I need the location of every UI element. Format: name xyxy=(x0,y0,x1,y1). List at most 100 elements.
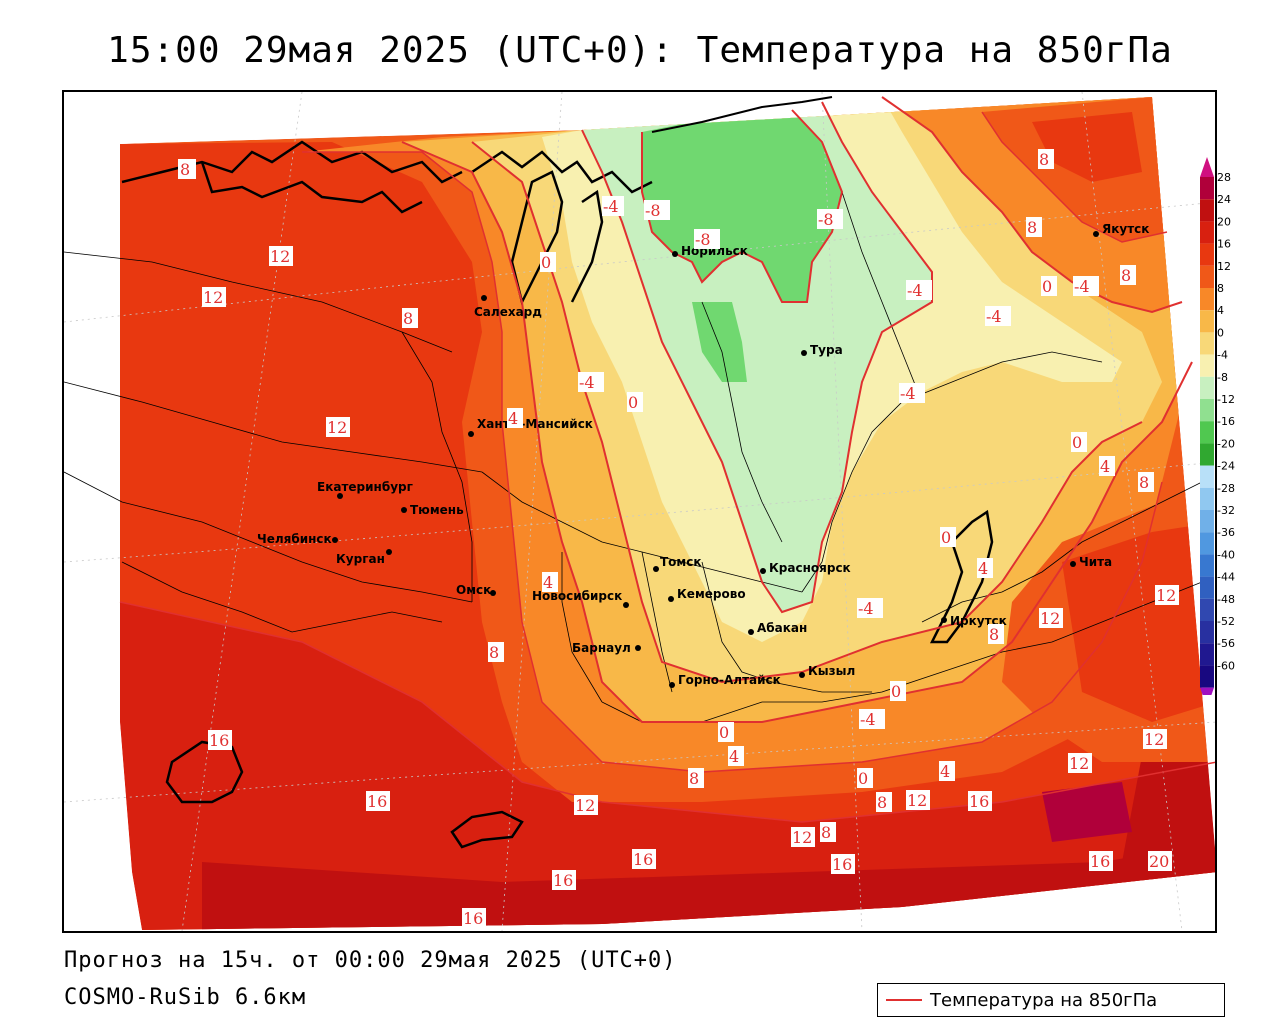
isotherm-label: 0 xyxy=(890,681,906,701)
colorbar-swatch xyxy=(1200,554,1214,577)
svg-text:0: 0 xyxy=(541,253,551,272)
isotherm-label: 8 xyxy=(820,822,836,842)
forecast-info: Прогноз на 15ч. от 00:00 29мая 2025 (UTC… xyxy=(64,948,677,973)
colorbar-tick-label: -12 xyxy=(1217,393,1235,406)
isotherm-label: 16 xyxy=(831,854,855,874)
isotherm-label: 4 xyxy=(939,761,955,781)
svg-text:8: 8 xyxy=(689,769,699,788)
isotherm-label: 8 xyxy=(402,308,418,328)
colorbar-swatch xyxy=(1200,665,1214,688)
city-barnaul[interactable]: Барнаул xyxy=(572,641,641,655)
isotherm-label: 0 xyxy=(718,722,734,742)
colorbar-tick-label: -44 xyxy=(1217,571,1235,584)
isotherms xyxy=(119,96,1215,823)
colorbar-swatch xyxy=(1200,465,1214,488)
colorbar-tick-label: 12 xyxy=(1217,260,1231,273)
city-yakutsk[interactable]: Якутск xyxy=(1093,222,1149,237)
colorbar-tick-label: 16 xyxy=(1217,238,1231,251)
city-krasnoyarsk[interactable]: Красноярск xyxy=(760,561,851,575)
isotherm-label: -4 xyxy=(578,372,604,392)
colorbar-tick-label: 4 xyxy=(1217,304,1224,317)
svg-text:8: 8 xyxy=(989,625,999,644)
svg-text:Омск: Омск xyxy=(456,583,491,597)
city-tura[interactable]: Тура xyxy=(801,343,843,357)
isotherm-label: 8 xyxy=(1138,472,1154,492)
colorbar-swatch xyxy=(1200,532,1214,555)
colorbar-swatch xyxy=(1200,399,1214,422)
colorbar-tick-label: 20 xyxy=(1217,215,1231,228)
isotherm-label: 8 xyxy=(1038,149,1054,169)
isotherm-label: 4 xyxy=(542,572,558,592)
svg-text:Горно-Алтайск: Горно-Алтайск xyxy=(678,673,781,687)
svg-text:Ханты-Мансийск: Ханты-Мансийск xyxy=(477,417,593,431)
colorbar-swatch xyxy=(1200,310,1214,333)
svg-text:8: 8 xyxy=(403,309,413,328)
city-salekhard[interactable]: Салехард xyxy=(474,295,542,319)
isotherm-label: 0 xyxy=(1071,432,1087,452)
isotherm-label: 8 xyxy=(488,642,504,662)
city-omsk[interactable]: Омск xyxy=(456,583,496,597)
svg-text:12: 12 xyxy=(907,791,927,810)
isotherm-label: 8 xyxy=(876,792,892,812)
svg-text:Челябинск: Челябинск xyxy=(257,532,332,546)
svg-text:Новосибирск: Новосибирск xyxy=(532,589,622,603)
city-chita[interactable]: Чита xyxy=(1070,555,1112,569)
isotherm-label: -4 xyxy=(859,709,885,729)
isotherm-label: 16 xyxy=(968,791,992,811)
svg-text:16: 16 xyxy=(633,850,653,869)
svg-text:8: 8 xyxy=(1139,473,1149,492)
svg-text:12: 12 xyxy=(327,418,347,437)
isotherm-label: 0 xyxy=(940,527,956,547)
city-kyzyl[interactable]: Кызыл xyxy=(799,664,855,678)
city-yekaterinburg[interactable]: Екатеринбург xyxy=(317,480,413,499)
colorbar-swatch xyxy=(1200,221,1214,244)
svg-text:12: 12 xyxy=(1144,730,1164,749)
colorbar-tick-label: 0 xyxy=(1217,326,1224,339)
svg-text:-4: -4 xyxy=(860,710,876,729)
isotherm-label: 4 xyxy=(507,408,523,428)
isotherm-label: 12 xyxy=(269,246,293,266)
city-chelyabinsk[interactable]: Челябинск xyxy=(257,532,338,546)
city-gorno-altaysk[interactable]: Горно-Алтайск xyxy=(669,673,781,688)
svg-text:Барнаул: Барнаул xyxy=(572,641,631,655)
isotherm-label: 12 xyxy=(574,795,598,815)
colorbar-swatch xyxy=(1200,421,1214,444)
isotherm-label: 8 xyxy=(1026,217,1042,237)
isotherm-label: 12 xyxy=(1143,729,1167,749)
svg-text:Кызыл: Кызыл xyxy=(808,664,855,678)
svg-text:-8: -8 xyxy=(818,210,834,229)
isotherm-label: 0 xyxy=(627,392,643,412)
legend-label: Температура на 850гПа xyxy=(930,989,1158,1011)
svg-text:-8: -8 xyxy=(695,230,711,249)
colorbar-swatch xyxy=(1200,199,1214,222)
colorbar: 28 24 20 16 12 8 4 0 -4 -8 -12 -16 -20 -24 -28 -32 -36 -4… xyxy=(1200,157,1235,695)
svg-text:8: 8 xyxy=(489,643,499,662)
city-kemerovo[interactable]: Кемерово xyxy=(668,587,746,602)
isotherm-label: -8 xyxy=(644,200,670,220)
colorbar-tick-label: 24 xyxy=(1217,193,1231,206)
city-khanty-mansiysk[interactable]: Ханты-Мансийск xyxy=(468,417,593,437)
svg-text:-4: -4 xyxy=(603,197,619,216)
svg-text:16: 16 xyxy=(1090,852,1110,871)
city-tyumen[interactable]: Тюмень xyxy=(401,503,464,517)
colorbar-swatch xyxy=(1200,443,1214,466)
svg-text:0: 0 xyxy=(1042,277,1052,296)
svg-text:16: 16 xyxy=(367,792,387,811)
isotherm-label: 12 xyxy=(906,790,930,810)
svg-text:16: 16 xyxy=(209,731,229,750)
isotherm-label: 12 xyxy=(202,287,226,307)
isotherm-label: 12 xyxy=(791,827,815,847)
svg-text:8: 8 xyxy=(1027,218,1037,237)
city-tomsk[interactable]: Томск xyxy=(653,555,702,572)
isotherm-label: 16 xyxy=(552,870,576,890)
svg-text:0: 0 xyxy=(941,528,951,547)
svg-text:16: 16 xyxy=(463,909,483,928)
city-novosibirsk[interactable]: Новосибирск xyxy=(532,589,629,608)
isotherm-label: 8 xyxy=(688,768,704,788)
colorbar-tick-label: -36 xyxy=(1217,526,1235,539)
city-abakan[interactable]: Абакан xyxy=(748,621,807,635)
isotherm-label: 12 xyxy=(1039,608,1063,628)
city-kurgan[interactable]: Курган xyxy=(336,549,392,566)
svg-text:-4: -4 xyxy=(579,373,595,392)
model-name: COSMO-RuSib 6.6км xyxy=(64,985,307,1010)
